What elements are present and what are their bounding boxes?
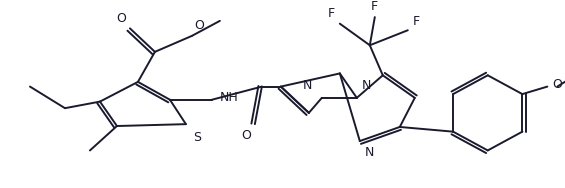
Text: O: O — [116, 12, 126, 25]
Text: NH: NH — [220, 91, 238, 104]
Text: S: S — [193, 131, 201, 144]
Text: N: N — [302, 79, 312, 92]
Text: F: F — [413, 15, 420, 28]
Text: O: O — [194, 19, 204, 32]
Text: O: O — [553, 78, 562, 91]
Text: O: O — [241, 129, 251, 142]
Text: F: F — [371, 0, 379, 13]
Text: N: N — [365, 146, 374, 159]
Text: N: N — [362, 79, 371, 92]
Text: F: F — [328, 7, 335, 20]
